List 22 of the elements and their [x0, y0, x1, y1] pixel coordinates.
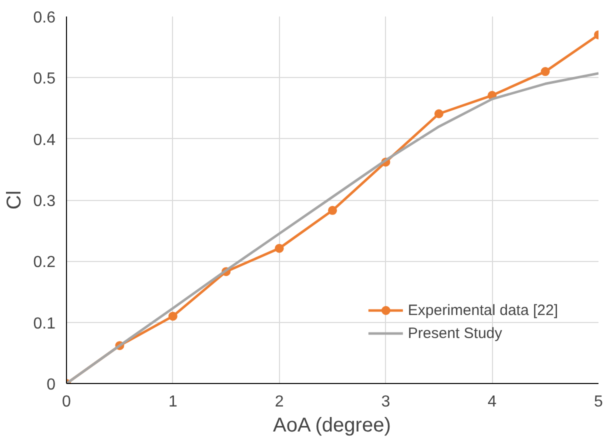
- y-tick-label: 0.6: [33, 10, 56, 26]
- point: [328, 206, 337, 215]
- y-tick-label: 0.2: [33, 254, 56, 272]
- legend-label: Experimental data [22]: [408, 302, 558, 318]
- x-tick-label: 1: [168, 394, 178, 410]
- x-tick-label: 5: [594, 394, 604, 410]
- y-tick-label: 0.5: [33, 70, 56, 88]
- x-tick-label: 3: [381, 394, 390, 410]
- point: [540, 67, 550, 76]
- y-axis-title: Cl: [3, 190, 26, 210]
- point: [434, 109, 444, 118]
- y-tick-label: 0.4: [33, 132, 56, 149]
- y-tick-label: 0.3: [33, 193, 56, 210]
- y-tick-label: 0.1: [33, 315, 56, 332]
- x-tick-label: 0: [62, 394, 72, 410]
- x-axis-title: AoA (degree): [273, 414, 391, 436]
- x-tick-label: 2: [274, 394, 284, 410]
- point: [168, 312, 178, 321]
- y-tick-label: 0: [46, 376, 56, 394]
- x-tick-label: 4: [488, 394, 497, 410]
- point: [274, 244, 284, 253]
- legend-label: Present Study: [408, 324, 502, 342]
